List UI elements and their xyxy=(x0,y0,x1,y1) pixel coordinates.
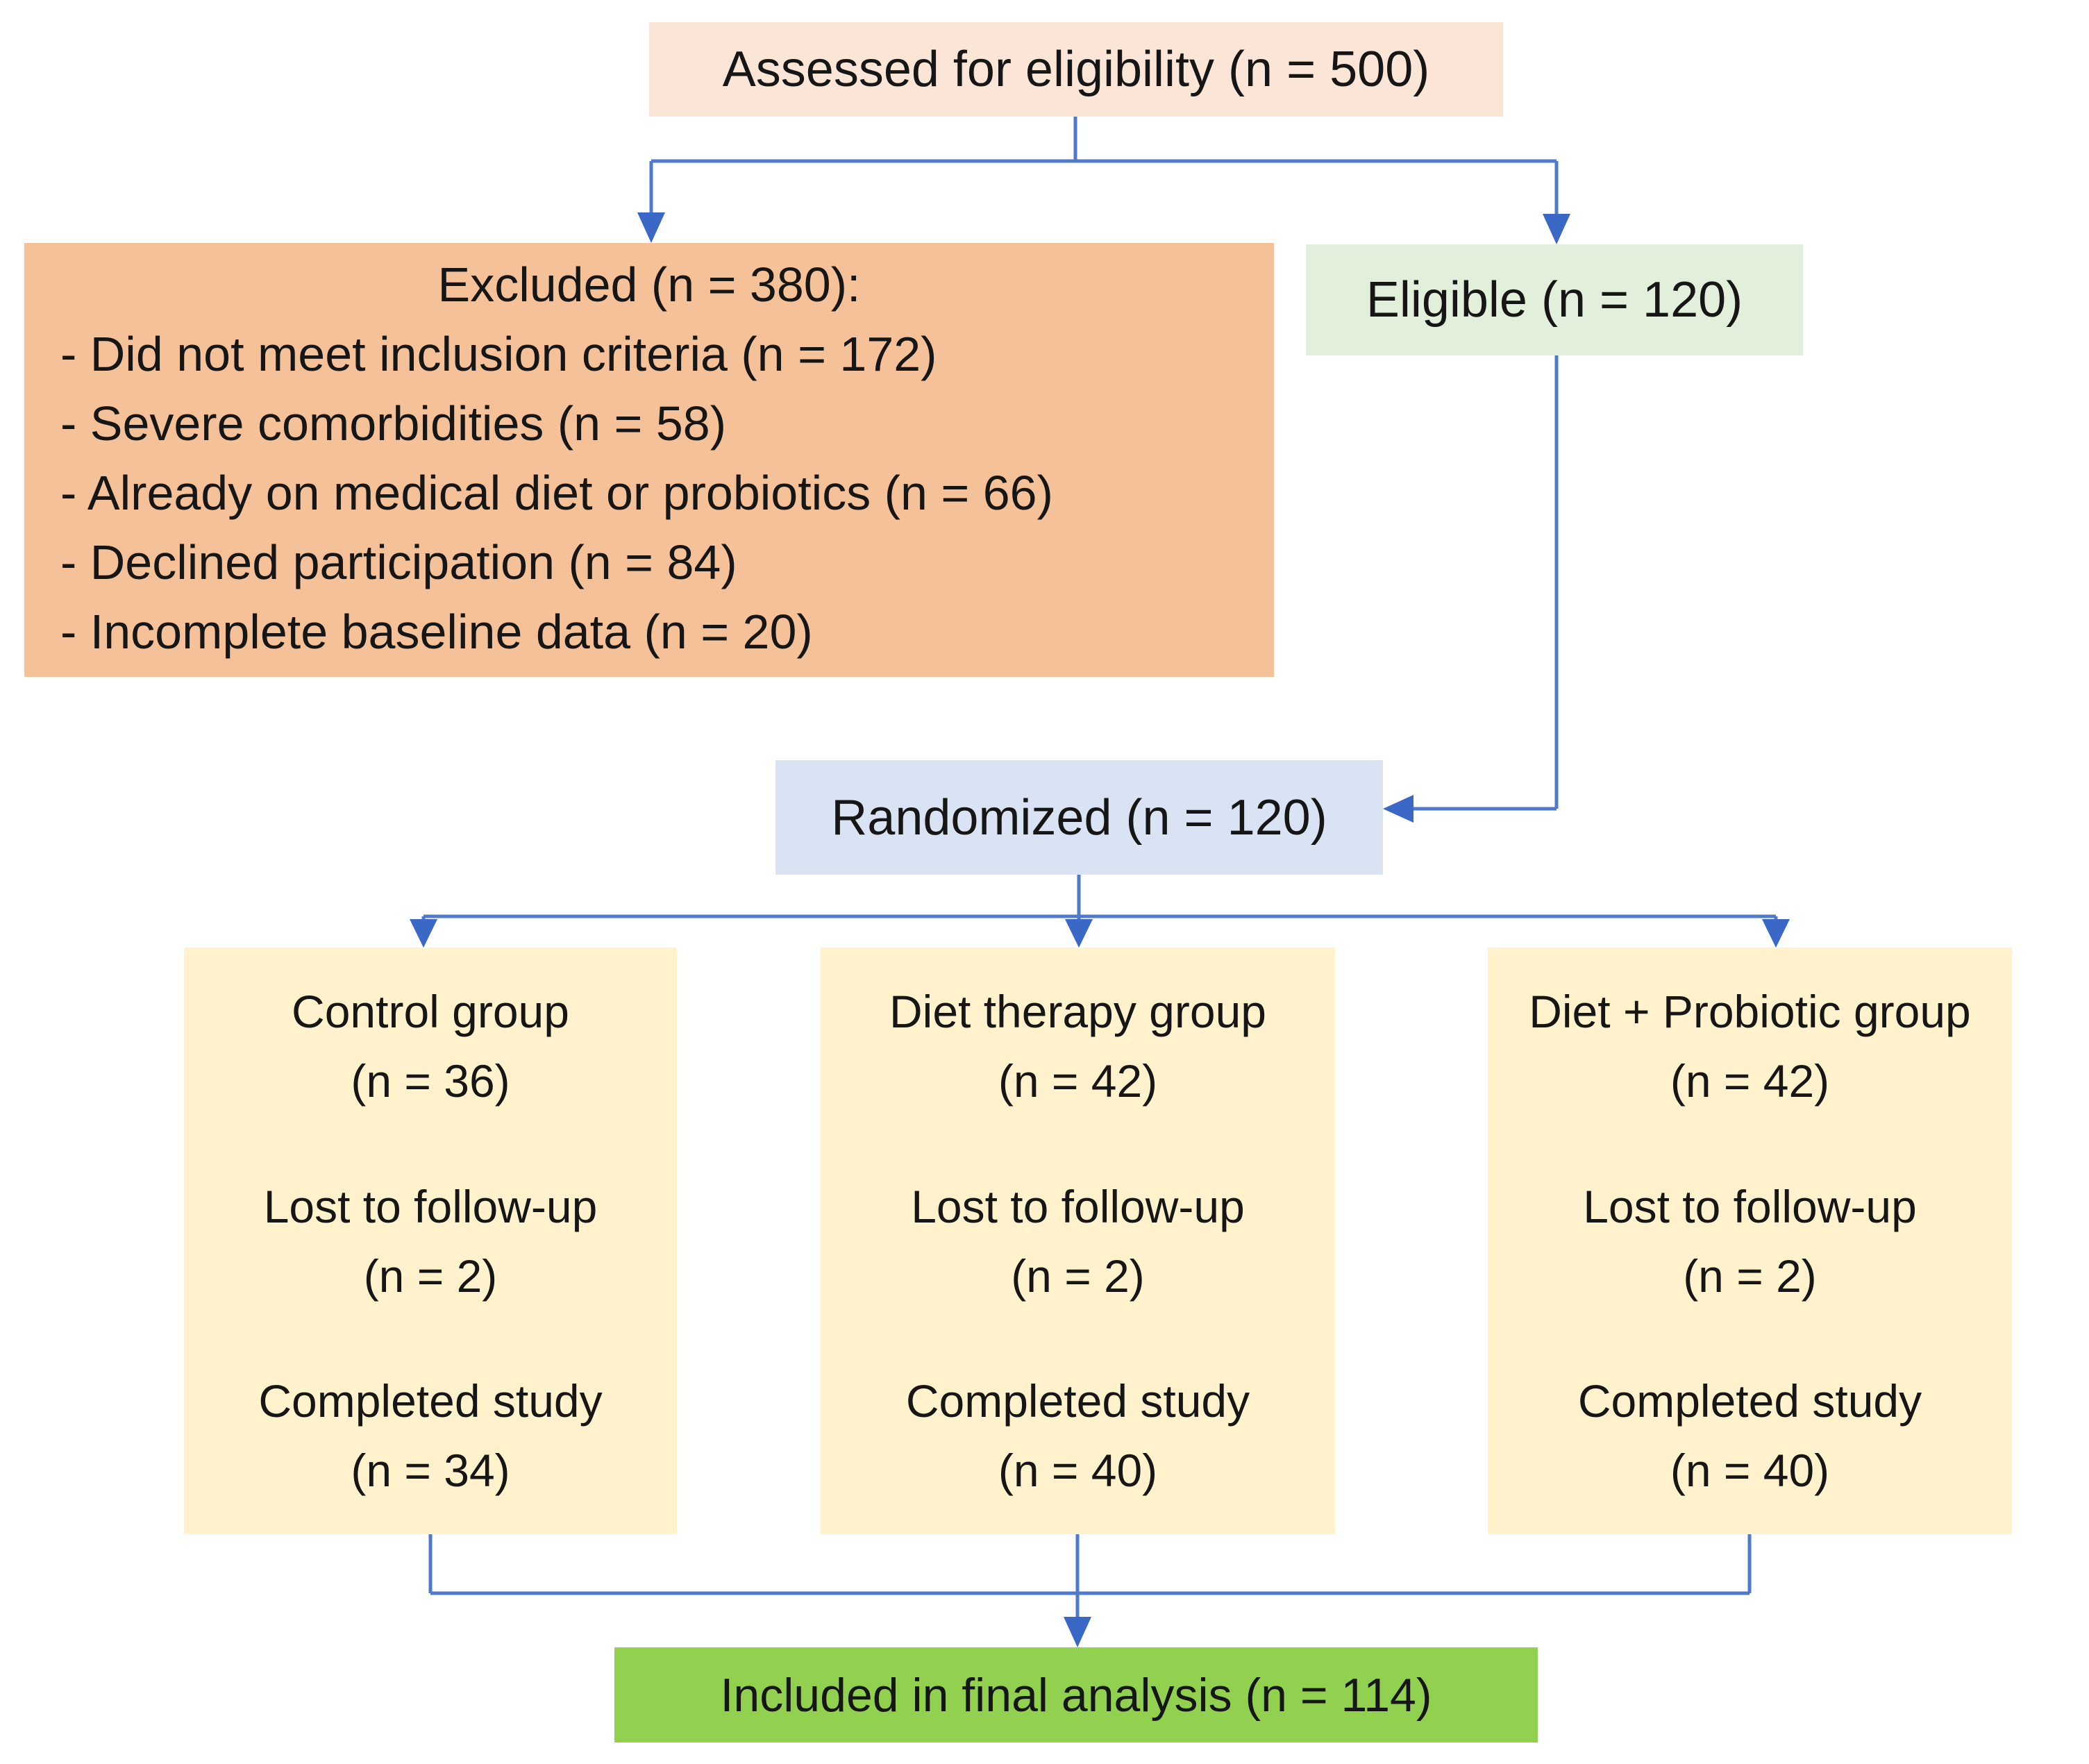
group-n: (n = 42) xyxy=(1670,1055,1830,1107)
group-lost-n: (n = 2) xyxy=(1011,1250,1145,1302)
group-lost: Lost to follow-up (n = 2) xyxy=(1583,1172,1917,1311)
group-lost-n: (n = 2) xyxy=(1683,1250,1817,1302)
arrowhead-to-final-icon xyxy=(1064,1617,1091,1647)
final-analysis-label: Included in final analysis (n = 114) xyxy=(720,1668,1432,1722)
group-lost-n: (n = 2) xyxy=(363,1250,498,1302)
arrowhead-to-eligible-icon xyxy=(1543,214,1570,244)
group-lost-label: Lost to follow-up xyxy=(1583,1180,1917,1232)
eligible-node: Eligible (n = 120) xyxy=(1306,244,1803,355)
randomized-node: Randomized (n = 120) xyxy=(775,760,1383,875)
group-completed-n: (n = 40) xyxy=(1670,1445,1830,1496)
group-completed-label: Completed study xyxy=(905,1375,1250,1427)
excluded-item: - Severe comorbidities (n = 58) xyxy=(60,396,727,451)
group-completed-n: (n = 40) xyxy=(998,1445,1158,1496)
diet-probiotic-group-node: Diet + Probiotic group (n = 42) Lost to … xyxy=(1488,948,2012,1534)
group-lost: Lost to follow-up (n = 2) xyxy=(911,1172,1245,1311)
group-completed: Completed study (n = 40) xyxy=(1578,1366,1922,1505)
assessed-node: Assessed for eligibility (n = 500) xyxy=(649,22,1503,117)
group-lost-label: Lost to follow-up xyxy=(263,1180,598,1232)
group-enrolled: Diet therapy group (n = 42) xyxy=(889,977,1266,1116)
group-name: Diet therapy group xyxy=(889,986,1266,1037)
group-n: (n = 42) xyxy=(998,1055,1158,1107)
excluded-item: - Did not meet inclusion criteria (n = 1… xyxy=(60,327,937,381)
group-completed-n: (n = 34) xyxy=(351,1445,510,1496)
excluded-item: - Incomplete baseline data (n = 20) xyxy=(60,605,813,659)
arrowhead-to-diet-icon xyxy=(1065,919,1093,948)
arrowhead-to-excluded-icon xyxy=(637,212,665,243)
group-completed: Completed study (n = 34) xyxy=(258,1366,602,1505)
group-n: (n = 36) xyxy=(351,1055,510,1107)
assessed-label: Assessed for eligibility (n = 500) xyxy=(722,42,1430,97)
group-name: Diet + Probiotic group xyxy=(1529,986,1971,1037)
randomized-label: Randomized (n = 120) xyxy=(831,789,1327,846)
group-completed-label: Completed study xyxy=(1577,1375,1922,1427)
arrowhead-to-probiotic-icon xyxy=(1762,919,1790,948)
group-name: Control group xyxy=(292,986,569,1037)
excluded-item: - Declined participation (n = 84) xyxy=(60,535,737,589)
group-completed: Completed study (n = 40) xyxy=(906,1366,1250,1505)
group-enrolled: Control group (n = 36) xyxy=(292,977,569,1116)
arrowhead-to-control-icon xyxy=(410,919,437,948)
diet-therapy-group-node: Diet therapy group (n = 42) Lost to foll… xyxy=(821,948,1335,1534)
group-lost: Lost to follow-up (n = 2) xyxy=(264,1172,598,1311)
group-lost-label: Lost to follow-up xyxy=(911,1180,1245,1232)
final-analysis-node: Included in final analysis (n = 114) xyxy=(614,1647,1538,1742)
control-group-node: Control group (n = 36) Lost to follow-up… xyxy=(184,948,677,1534)
excluded-node: Excluded (n = 380): - Did not meet inclu… xyxy=(24,243,1274,677)
arrowhead-to-randomized-icon xyxy=(1383,795,1413,823)
excluded-title: Excluded (n = 380): xyxy=(437,258,861,312)
group-completed-label: Completed study xyxy=(258,1375,603,1427)
eligible-label: Eligible (n = 120) xyxy=(1366,272,1743,328)
excluded-item: - Already on medical diet or probiotics … xyxy=(60,466,1053,520)
group-enrolled: Diet + Probiotic group (n = 42) xyxy=(1529,977,1971,1116)
